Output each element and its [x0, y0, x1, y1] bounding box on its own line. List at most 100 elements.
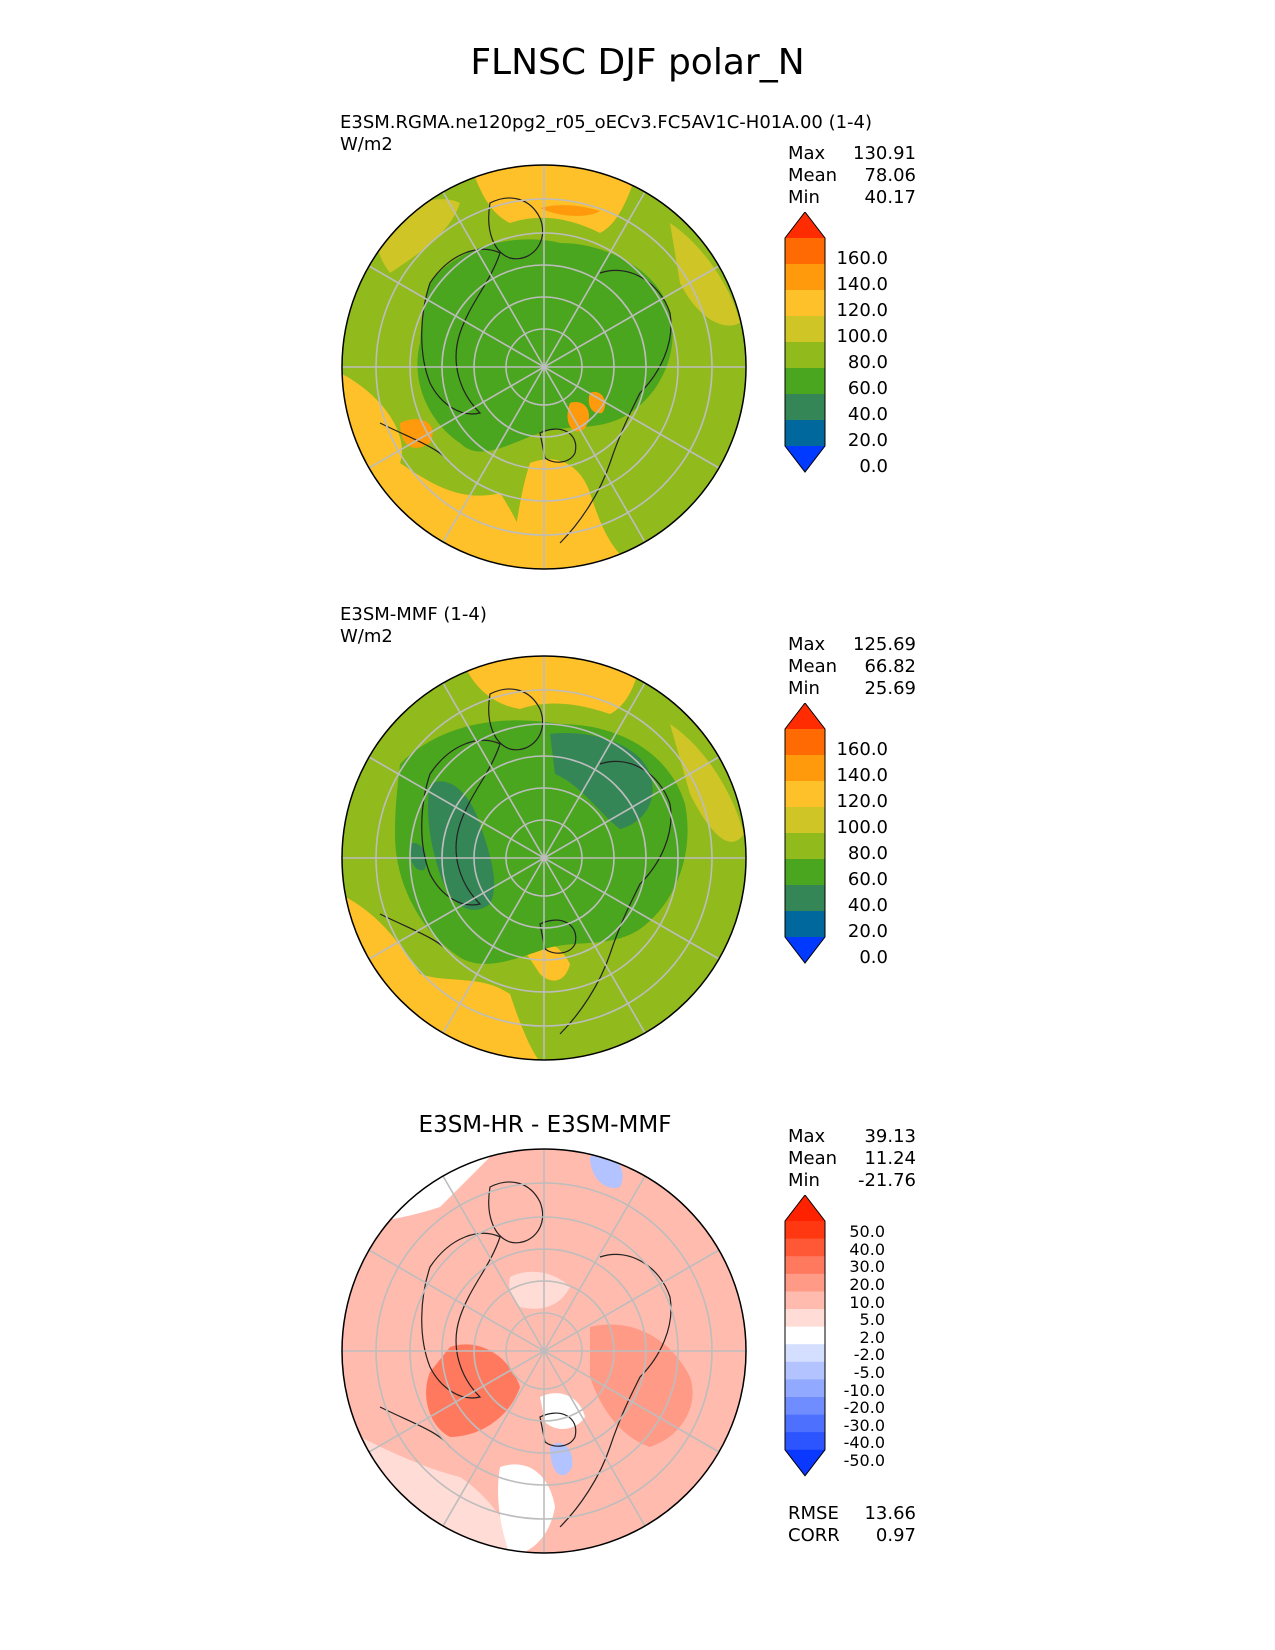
panel3-stats: Max 39.13 Mean 11.24 Min -21.76 — [788, 1126, 916, 1192]
panel3-cbar-label-m5: -5.0 — [853, 1363, 885, 1382]
panel2-coast-scandinavia — [539, 919, 577, 954]
panel2-cbar-label-80: 80.0 — [847, 843, 888, 864]
panel2-coast-greenland — [421, 739, 501, 906]
panel3-min-value: -21.76 — [857, 1170, 916, 1191]
panel1-stats: Max 130.91 Mean 78.06 Min 40.17 — [788, 143, 916, 209]
panel3-polar-map — [341, 1148, 747, 1554]
panel3-metrics: RMSE 13.66 CORR 0.97 — [788, 1503, 916, 1547]
panel1-colorbar — [784, 212, 826, 473]
figure-title: FLNSC DJF polar_N — [470, 42, 805, 83]
panel1-polar-map — [341, 164, 747, 570]
panel2-colorbar-bin-3 — [785, 859, 825, 886]
panel2-colorbar-bin-9 — [785, 703, 825, 729]
panel3-colorbar-bin-3 — [785, 1397, 825, 1416]
panel2-title: E3SM-MMF (1-4) W/m2 — [340, 604, 487, 648]
panel3-field-eurasia-strong — [590, 1324, 693, 1447]
panel1-colorbar-bin-4 — [785, 342, 825, 369]
panel2-cbar-label-0: 0.0 — [859, 947, 888, 968]
panel1-colorbar-bin-3 — [785, 368, 825, 395]
panel3-colorbar-bin-10 — [785, 1273, 825, 1292]
panel1-cbar-label-20: 20.0 — [847, 430, 888, 451]
panel3-cbar-label-50: 50.0 — [849, 1222, 885, 1242]
panel2-graticule — [342, 656, 746, 1060]
panel1-map-border — [341, 164, 747, 570]
panel1-field-pacific — [470, 165, 640, 233]
panel3-cbar-label-m40: -40.0 — [843, 1433, 885, 1453]
panel3-coast-scandinavia — [539, 1412, 577, 1447]
panel1-colorbar-bin-1 — [785, 420, 825, 447]
panel2-title-line1: E3SM-MMF (1-4) — [340, 604, 487, 625]
panel2-map-border — [341, 655, 747, 1061]
panel3-colorbar-bin-9 — [785, 1291, 825, 1310]
panel2-cbar-label-40: 40.0 — [847, 895, 888, 916]
panel1-title: E3SM.RGMA.ne120pg2_r05_oECv3.FC5AV1C-H01… — [340, 112, 872, 156]
panel3-coast-greenland — [421, 1232, 501, 1399]
panel3-colorbar-bin-8 — [785, 1309, 825, 1328]
panel1-colorbar-bin-5 — [785, 316, 825, 343]
panel2-colorbar-bin-2 — [785, 885, 825, 912]
panel1-max-value: 130.91 — [853, 143, 916, 164]
panel3-colorbar-bin-12 — [785, 1238, 825, 1257]
panel2-cbar-label-120: 120.0 — [836, 791, 888, 812]
panel2-min-label: Min — [788, 678, 820, 699]
panel3-colorbar-outline — [784, 1195, 826, 1477]
panel3-colorbar-bin-7 — [785, 1326, 825, 1345]
panel2-colorbar-bin-5 — [785, 807, 825, 834]
panel2-cbar-label-140: 140.0 — [836, 765, 888, 786]
panel2-field-asia — [670, 724, 744, 842]
panel2-colorbar-outline — [784, 703, 826, 964]
panel2-colorbar-bin-1 — [785, 911, 825, 938]
panel3-cbar-label-m50: -50.0 — [843, 1451, 885, 1470]
panel2-cbar-label-60: 60.0 — [847, 869, 888, 890]
panel3-cbar-label-10: 10.0 — [849, 1292, 885, 1312]
panel3-colorbar-bin-11 — [785, 1256, 825, 1275]
panel2-colorbar-bin-6 — [785, 781, 825, 808]
panel3-rmse-label: RMSE — [788, 1503, 839, 1524]
panel3-colorbar-bin-0 — [785, 1449, 825, 1476]
panel3-corr-label: CORR — [788, 1525, 840, 1546]
panel3-colorbar-bin-6 — [785, 1344, 825, 1363]
panel2-cbar-label-20: 20.0 — [847, 921, 888, 942]
panel3-field-greenland-strong — [426, 1344, 520, 1437]
panel2-stats: Max 125.69 Mean 66.82 Min 25.69 — [788, 634, 916, 700]
panel3-colorbar-bin-1 — [785, 1432, 825, 1451]
panel1-cbar-label-60: 60.0 — [847, 378, 888, 399]
panel3-min-label: Min — [788, 1170, 820, 1191]
panel3-map-border — [341, 1148, 747, 1554]
panel1-coast-scandinavia — [539, 428, 577, 463]
panel3-cbar-label-m10: -10.0 — [843, 1380, 885, 1400]
panel2-mean-label: Mean — [788, 656, 838, 677]
panel1-min-label: Min — [788, 187, 820, 208]
panel3-field-alaska-blue — [590, 1154, 623, 1188]
panel1-cbar-label-160: 160.0 — [836, 248, 888, 269]
panel2-min-value: 25.69 — [864, 678, 916, 699]
panel2-mean-value: 66.82 — [864, 656, 916, 677]
panel2-max-label: Max — [788, 634, 826, 655]
panel1-coast-alaska — [488, 197, 544, 260]
panel1-mean-label: Mean — [788, 165, 838, 186]
panel1-coast-eurasia — [559, 269, 672, 544]
panel2-colorbar — [784, 703, 826, 964]
panel3-cbar-label-m30: -30.0 — [843, 1415, 885, 1435]
panel2-colorbar-bin-4 — [785, 833, 825, 860]
panel1-colorbar-bin-9 — [785, 212, 825, 238]
panel2-polar-map — [341, 655, 747, 1061]
panel3-cbar-label-40: 40.0 — [849, 1239, 885, 1259]
panel3-cbar-label-5: 5.0 — [859, 1310, 885, 1330]
panel3-coast-eurasia — [559, 1253, 672, 1528]
panel1-graticule — [342, 165, 746, 569]
panel1-title-line1: E3SM.RGMA.ne120pg2_r05_oECv3.FC5AV1C-H01… — [340, 112, 873, 133]
panel2-colorbar-bin-7 — [785, 755, 825, 782]
panel2-coast-eurasia — [559, 760, 672, 1035]
panel1-units: W/m2 — [340, 134, 393, 155]
panel1-mean-value: 78.06 — [864, 165, 916, 186]
panel1-colorbar-bin-0 — [785, 446, 825, 472]
panel3-coast-alaska — [488, 1181, 544, 1244]
panel2-colorbar-bin-0 — [785, 937, 825, 963]
panel1-colorbar-bin-6 — [785, 290, 825, 317]
panel3-field-europe-white — [498, 1464, 555, 1553]
panel1-cbar-label-120: 120.0 — [836, 300, 888, 321]
panel1-cbar-label-100: 100.0 — [836, 326, 888, 347]
panel3-graticule — [342, 1149, 746, 1553]
panel2-max-value: 125.69 — [853, 634, 916, 655]
